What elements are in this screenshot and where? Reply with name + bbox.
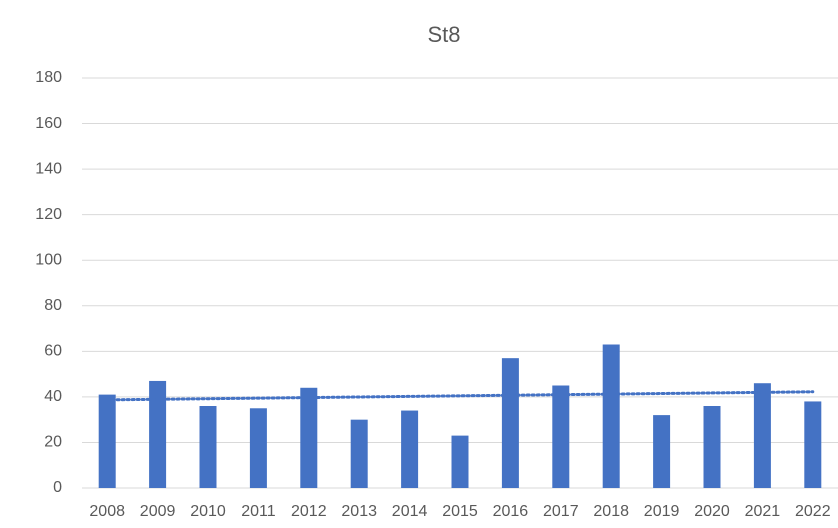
y-tick-label: 100 bbox=[35, 251, 62, 268]
bar bbox=[350, 419, 368, 488]
x-tick-label: 2017 bbox=[543, 503, 579, 520]
x-tick-label: 2008 bbox=[89, 503, 125, 520]
bar bbox=[552, 385, 570, 488]
x-tick-label: 2014 bbox=[392, 503, 428, 520]
bar bbox=[401, 410, 419, 488]
bar bbox=[703, 406, 721, 488]
bar bbox=[753, 383, 771, 488]
y-tick-label: 160 bbox=[35, 115, 62, 132]
y-tick-label: 40 bbox=[44, 388, 62, 405]
trendline bbox=[105, 390, 815, 402]
chart-title: St8 bbox=[427, 22, 460, 47]
x-tick-label: 2012 bbox=[291, 503, 327, 520]
x-tick-label: 2015 bbox=[442, 503, 478, 520]
y-tick-label: 60 bbox=[44, 343, 62, 360]
bar bbox=[249, 408, 267, 488]
y-tick-label: 180 bbox=[35, 69, 62, 86]
x-tick-label: 2009 bbox=[140, 503, 176, 520]
bar bbox=[300, 387, 318, 488]
bar bbox=[804, 401, 822, 488]
bar bbox=[602, 344, 620, 488]
x-tick-label: 2010 bbox=[190, 503, 226, 520]
x-tick-label: 2020 bbox=[694, 503, 730, 520]
x-tick-label: 2011 bbox=[241, 503, 276, 520]
bar bbox=[501, 358, 519, 488]
bar bbox=[149, 380, 167, 488]
y-tick-label: 140 bbox=[35, 160, 62, 177]
bar bbox=[199, 406, 217, 488]
x-tick-label: 2016 bbox=[493, 503, 529, 520]
x-tick-label: 2022 bbox=[795, 503, 831, 520]
y-tick-label: 120 bbox=[35, 206, 62, 223]
y-tick-label: 80 bbox=[44, 297, 62, 314]
bar bbox=[653, 415, 671, 488]
x-tick-label: 2021 bbox=[745, 503, 781, 520]
y-tick-label: 0 bbox=[53, 479, 62, 496]
y-tick-label: 20 bbox=[44, 434, 62, 451]
x-tick-label: 2013 bbox=[341, 503, 377, 520]
x-tick-label: 2019 bbox=[644, 503, 680, 520]
bar bbox=[98, 394, 116, 488]
bar bbox=[451, 435, 469, 488]
x-tick-label: 2018 bbox=[593, 503, 629, 520]
